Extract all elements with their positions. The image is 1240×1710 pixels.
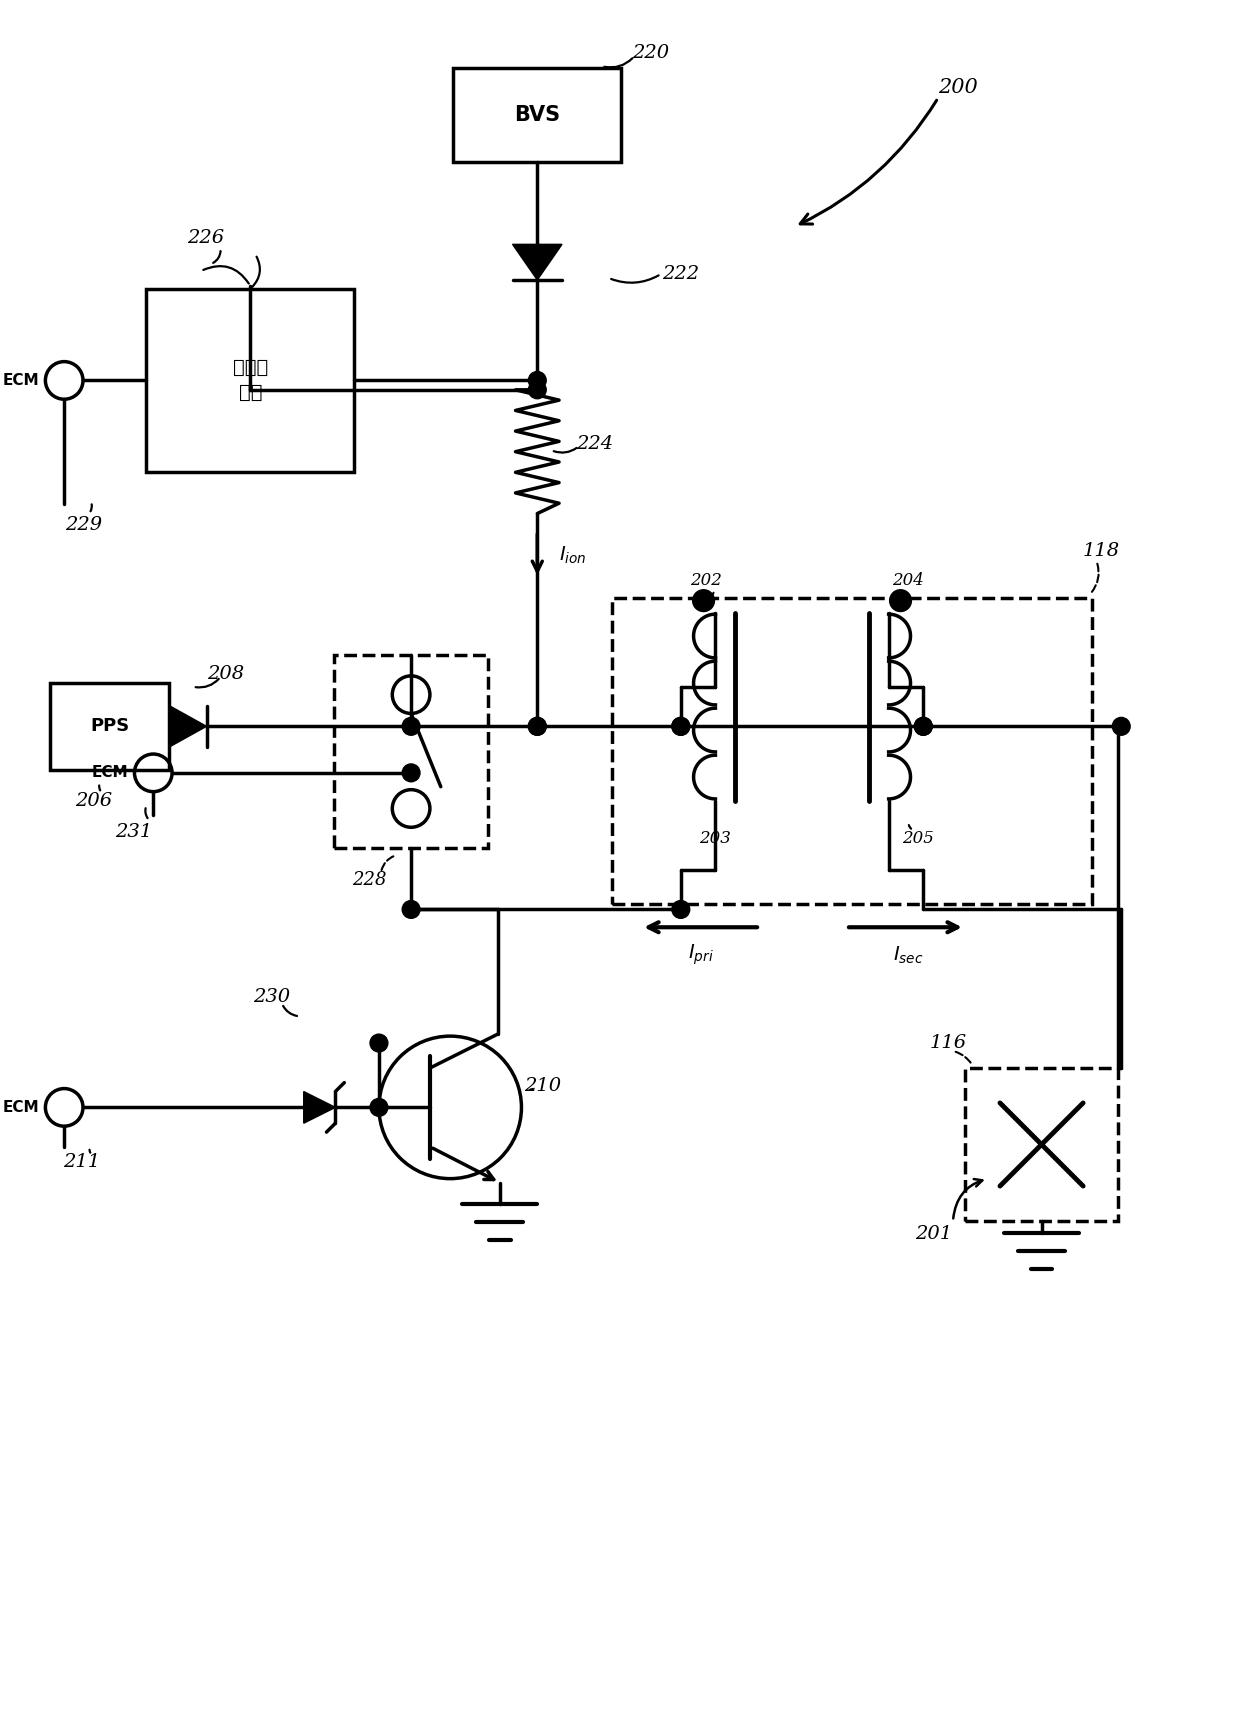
Text: 205: 205 xyxy=(903,829,934,846)
Text: 208: 208 xyxy=(207,665,244,682)
Circle shape xyxy=(528,718,546,735)
Text: 210: 210 xyxy=(523,1077,560,1094)
Circle shape xyxy=(672,718,689,735)
Circle shape xyxy=(528,371,546,390)
Polygon shape xyxy=(512,245,562,280)
FancyBboxPatch shape xyxy=(146,289,355,472)
Text: 222: 222 xyxy=(662,265,699,284)
Text: 203: 203 xyxy=(699,829,732,846)
Polygon shape xyxy=(169,706,207,747)
Text: 224: 224 xyxy=(577,436,614,453)
Circle shape xyxy=(402,718,420,735)
Text: $I_{pri}$: $I_{pri}$ xyxy=(688,942,713,968)
Text: 220: 220 xyxy=(632,44,670,62)
Text: BVS: BVS xyxy=(515,106,560,125)
Text: 电流传
感器: 电流传 感器 xyxy=(233,359,268,402)
Circle shape xyxy=(402,764,420,781)
Polygon shape xyxy=(304,1091,335,1123)
Text: 206: 206 xyxy=(76,792,113,809)
Text: PPS: PPS xyxy=(91,716,129,735)
Circle shape xyxy=(672,718,689,735)
Circle shape xyxy=(528,718,546,735)
Circle shape xyxy=(402,901,420,918)
Text: 204: 204 xyxy=(893,573,924,590)
FancyBboxPatch shape xyxy=(51,682,169,770)
Text: 116: 116 xyxy=(930,1035,967,1052)
Circle shape xyxy=(1112,718,1130,735)
Text: 226: 226 xyxy=(187,229,224,248)
Circle shape xyxy=(370,1098,388,1117)
Text: 201: 201 xyxy=(915,1224,952,1243)
Text: $I_{ion}$: $I_{ion}$ xyxy=(559,544,587,566)
Text: ECM: ECM xyxy=(2,373,40,388)
Text: ECM: ECM xyxy=(2,1100,40,1115)
Circle shape xyxy=(370,1035,388,1052)
Text: 229: 229 xyxy=(66,516,103,535)
Text: 200: 200 xyxy=(937,79,978,97)
Text: 211: 211 xyxy=(63,1153,100,1171)
Text: ECM: ECM xyxy=(92,766,129,780)
Circle shape xyxy=(914,718,932,735)
Circle shape xyxy=(889,590,911,612)
FancyBboxPatch shape xyxy=(453,68,621,162)
Text: 231: 231 xyxy=(115,823,153,841)
Text: 118: 118 xyxy=(1083,542,1120,561)
Circle shape xyxy=(672,901,689,918)
Text: 230: 230 xyxy=(253,988,290,1005)
Text: 202: 202 xyxy=(689,573,722,590)
Circle shape xyxy=(528,381,546,398)
Circle shape xyxy=(914,718,932,735)
Text: 228: 228 xyxy=(352,870,387,889)
Text: $I_{sec}$: $I_{sec}$ xyxy=(893,944,924,966)
Circle shape xyxy=(693,590,714,612)
